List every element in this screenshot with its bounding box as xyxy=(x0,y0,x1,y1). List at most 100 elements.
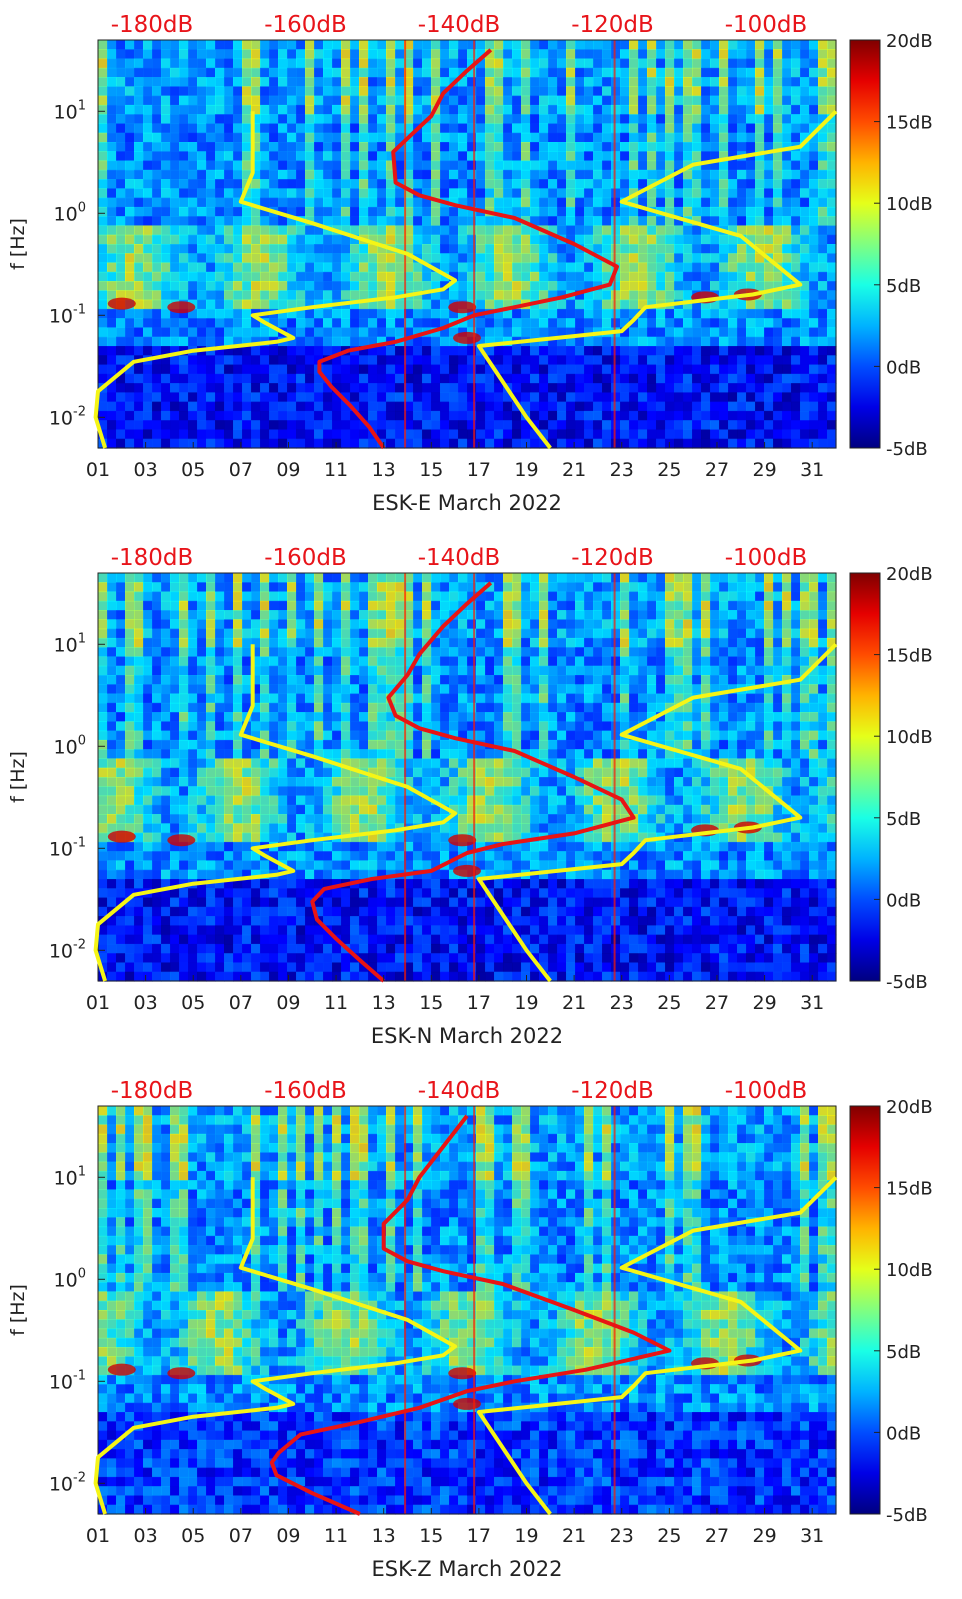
spectrogram-cell xyxy=(260,49,270,60)
spectrogram-cell xyxy=(494,299,504,310)
spectrogram-cell xyxy=(746,206,756,217)
spectrogram-cell xyxy=(215,777,225,787)
spectrogram-cell xyxy=(566,336,576,347)
spectrogram-cell xyxy=(566,40,576,50)
spectrogram-cell xyxy=(521,373,531,384)
spectrogram-cell xyxy=(143,647,153,658)
spectrogram-cell xyxy=(539,123,549,134)
spectrogram-cell xyxy=(692,114,702,125)
spectrogram-cell xyxy=(251,299,261,310)
spectrogram-cell xyxy=(503,299,513,310)
spectrogram-cell xyxy=(251,160,261,171)
spectrogram-cell xyxy=(800,151,810,162)
spectrogram-cell xyxy=(521,179,531,189)
spectrogram-cell xyxy=(782,58,792,69)
spectrogram-cell xyxy=(233,95,243,106)
spectrogram-cell xyxy=(224,693,234,704)
spectrogram-cell xyxy=(530,40,540,50)
spectrogram-cell xyxy=(215,308,225,319)
spectrogram-cell xyxy=(476,49,486,60)
spectrogram-cell xyxy=(440,420,450,431)
spectrogram-cell xyxy=(125,77,135,87)
spectrogram-cell xyxy=(368,308,378,319)
spectrogram-cell xyxy=(116,841,126,852)
spectrogram-cell xyxy=(647,142,657,152)
spectrogram-cell xyxy=(215,962,225,973)
spectrogram-cell xyxy=(548,58,558,69)
spectrogram-cell xyxy=(782,234,792,245)
spectrogram-cell xyxy=(206,262,216,273)
spectrogram-cell xyxy=(242,373,252,384)
spectrogram-cell xyxy=(125,104,135,115)
spectrogram-cell xyxy=(359,438,369,449)
spectrogram-cell xyxy=(233,392,243,403)
spectrogram-cell xyxy=(278,438,288,449)
spectrogram-cell xyxy=(521,49,531,60)
spectrogram-cell xyxy=(323,823,333,834)
spectrogram-cell xyxy=(395,271,405,282)
spectrogram-cell xyxy=(233,234,243,245)
spectrogram-cell xyxy=(692,281,702,291)
spectrogram-cell xyxy=(332,151,342,162)
spectrogram-cell xyxy=(233,77,243,87)
spectrogram-cell xyxy=(368,49,378,60)
spectrogram-cell xyxy=(575,262,585,273)
spectrogram-cell xyxy=(557,383,567,393)
spectrogram-cell xyxy=(359,160,369,171)
spectrogram-cell xyxy=(206,271,216,282)
spectrogram-cell xyxy=(530,346,540,356)
spectrogram-cell xyxy=(809,142,819,152)
spectrogram-cell xyxy=(197,814,207,824)
spectrogram-cell xyxy=(377,364,387,375)
spectrogram-cell xyxy=(773,346,783,356)
spectrogram-cell xyxy=(638,160,648,171)
spectrogram-cell xyxy=(521,438,531,449)
spectrogram-cell xyxy=(170,355,180,366)
spectrogram-cell xyxy=(737,77,747,87)
spectrogram-cell xyxy=(242,758,252,769)
spectrogram-cell xyxy=(764,132,774,143)
spectrogram-cell xyxy=(341,132,351,143)
spectrogram-cell xyxy=(197,253,207,264)
spectrogram-cell xyxy=(269,916,279,926)
spectrogram-cell xyxy=(593,429,603,440)
spectrogram-cell xyxy=(611,308,621,319)
spectrogram-cell xyxy=(386,169,396,180)
spectrogram-cell xyxy=(611,290,621,301)
spectrogram-cell xyxy=(350,142,360,152)
spectrogram-cell xyxy=(683,244,693,254)
spectrogram-cell xyxy=(269,925,279,936)
spectrogram-cell xyxy=(323,591,333,602)
spectrogram-cell xyxy=(98,86,108,97)
spectrogram-cell xyxy=(206,401,216,412)
spectrogram-cell xyxy=(161,888,171,899)
spectrogram-cell xyxy=(278,953,288,964)
spectrogram-cell xyxy=(557,401,567,412)
spectrogram-cell xyxy=(557,142,567,152)
spectrogram-cell xyxy=(476,225,486,236)
spectrogram-cell xyxy=(152,814,162,824)
spectrogram-cell xyxy=(161,721,171,732)
spectrogram-cell xyxy=(494,327,504,338)
spectrogram-cell xyxy=(422,420,432,431)
spectrogram-cell xyxy=(350,197,360,208)
spectrogram-cell xyxy=(269,786,279,797)
spectrogram-cell xyxy=(458,49,468,60)
spectrogram-cell xyxy=(683,290,693,301)
spectrogram-cell xyxy=(188,712,198,722)
spectrogram-cell xyxy=(593,67,603,78)
spectrogram-cell xyxy=(566,49,576,60)
spectrogram-cell xyxy=(278,906,288,917)
spectrogram-cell xyxy=(575,290,585,301)
spectrogram-cell xyxy=(251,647,261,658)
spectrogram-cell xyxy=(170,962,180,973)
spectrogram-cell xyxy=(179,281,189,291)
spectrogram-cell xyxy=(206,206,216,217)
spectrogram-cell xyxy=(566,169,576,180)
spectrogram-cell xyxy=(107,712,117,722)
spectrogram-cell xyxy=(170,665,180,676)
spectrogram-cell xyxy=(224,123,234,134)
spectrogram-cell xyxy=(629,336,639,347)
spectrogram-cell xyxy=(206,795,216,806)
spectrogram-cell xyxy=(323,58,333,69)
